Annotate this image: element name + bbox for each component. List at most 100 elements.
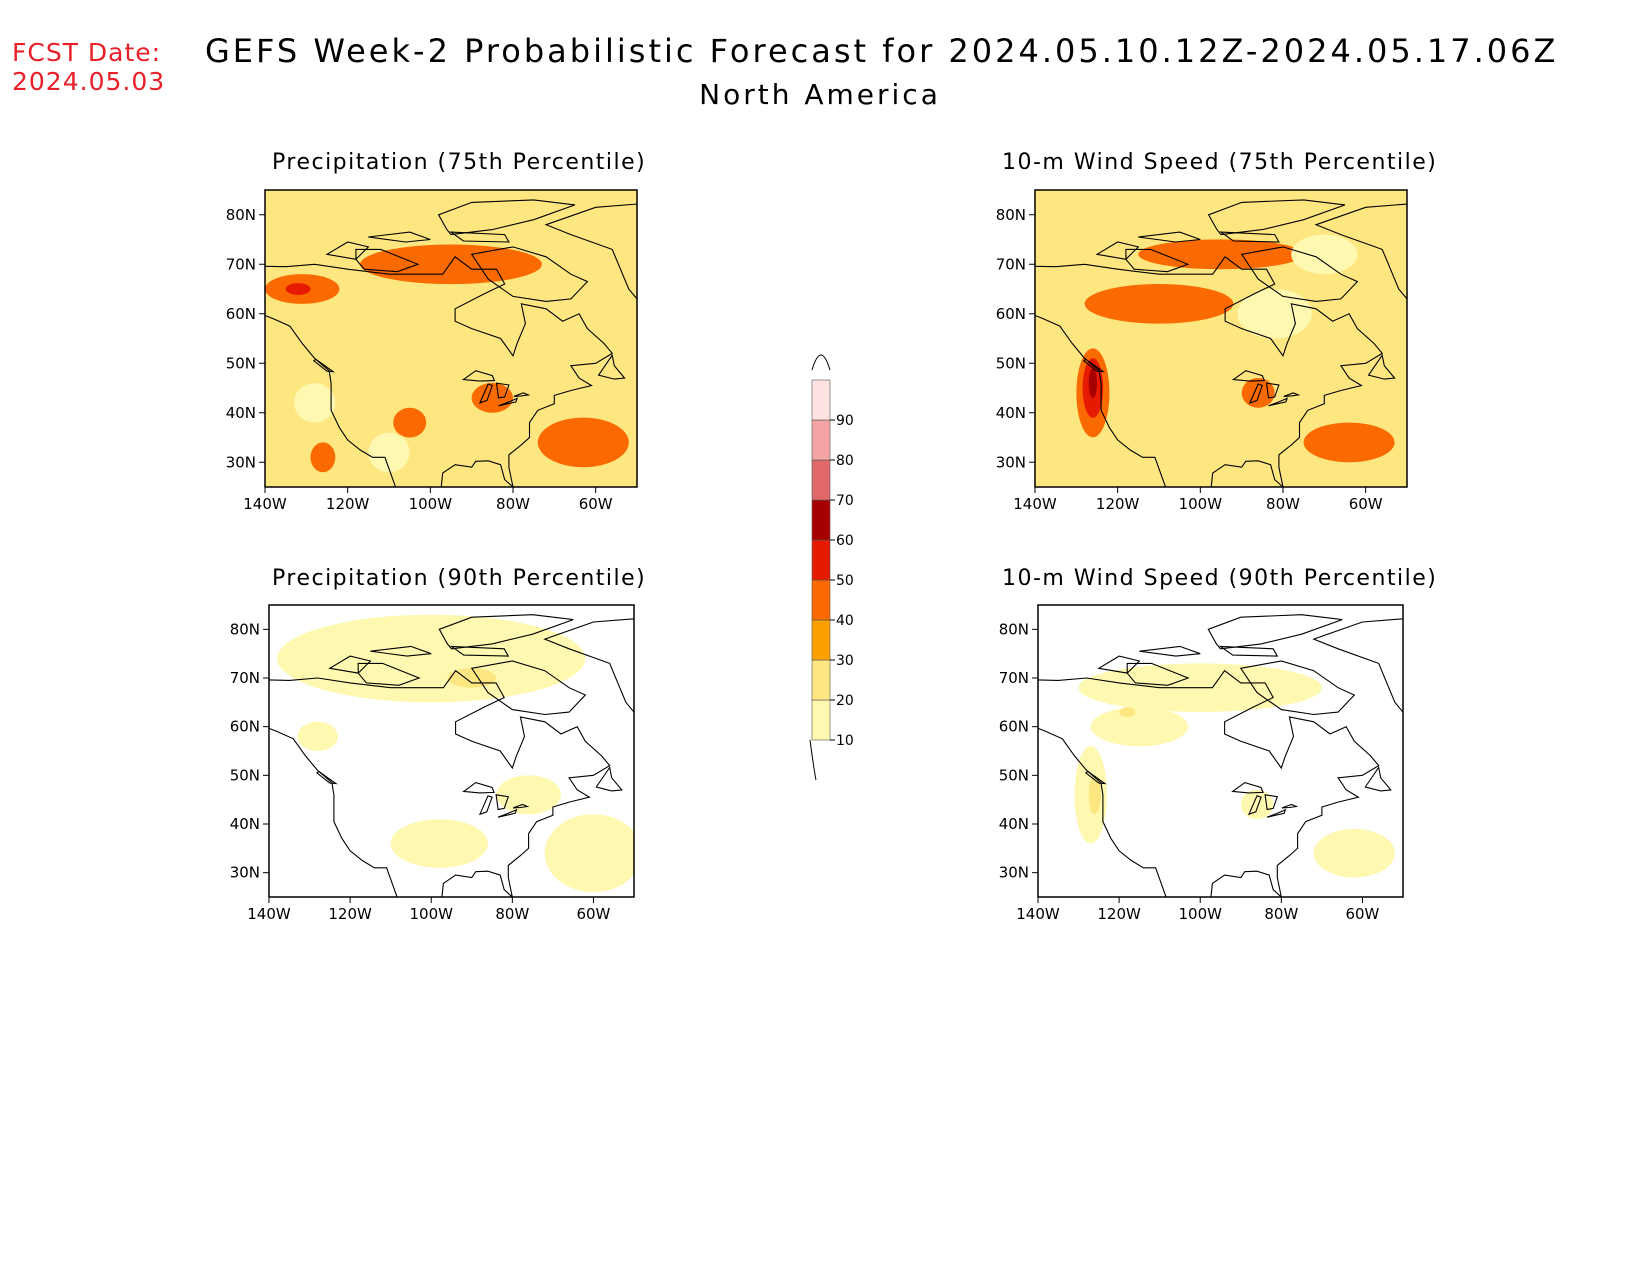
coastline	[315, 770, 338, 785]
coastline	[1207, 199, 1346, 236]
latitude-tick-label: 30N	[230, 864, 260, 882]
coastline	[449, 645, 510, 657]
coastline	[438, 614, 574, 650]
probability-region	[1240, 789, 1274, 820]
probability-region	[1119, 707, 1136, 717]
latitude-tick-label: 70N	[999, 669, 1029, 687]
probability-region	[544, 814, 634, 893]
longitude-tick-label: 80W	[1266, 495, 1300, 513]
probability-region	[1090, 707, 1189, 747]
longitude-tick-label: 100W	[1179, 495, 1223, 513]
probability-region	[537, 417, 629, 468]
legend-tick-label: 60	[836, 533, 854, 549]
coastline	[470, 660, 587, 716]
coastline	[512, 803, 530, 809]
coastline	[1084, 770, 1107, 785]
latitude-tick-label: 60N	[996, 305, 1026, 323]
probability-region	[1291, 234, 1358, 275]
latitude-tick-label: 60N	[226, 305, 256, 323]
longitude-tick-label: 120W	[1096, 495, 1140, 513]
panel-title-wind-90: 10-m Wind Speed (90th Percentile)	[1002, 566, 1438, 591]
coastline	[1097, 655, 1141, 674]
forecast-date-value: 2024.05.03	[12, 67, 166, 96]
coastline	[1312, 618, 1403, 713]
longitude-tick-label: 140W	[243, 495, 287, 513]
latitude-tick-label: 80N	[996, 206, 1026, 224]
coastline	[543, 618, 634, 713]
legend-swatch	[811, 659, 831, 701]
latitude-tick-label: 40N	[226, 404, 256, 422]
longitude-tick-label: 60W	[1345, 905, 1379, 923]
coastline	[328, 655, 372, 674]
coastline	[470, 246, 589, 302]
longitude-tick-label: 60W	[576, 905, 610, 923]
coastline	[325, 241, 370, 260]
legend-tick-label: 70	[836, 493, 854, 509]
legend-tick-label: 10	[836, 733, 854, 749]
coastline	[1139, 645, 1201, 657]
probability-region	[285, 283, 311, 295]
probability-region	[1313, 828, 1395, 878]
forecast-date: FCST Date: 2024.05.03	[12, 38, 165, 96]
panel-title-wind-75: 10-m Wind Speed (75th Percentile)	[1002, 150, 1438, 175]
legend-swatch	[811, 499, 831, 541]
coastline	[312, 358, 336, 373]
coastline	[1240, 246, 1359, 302]
page-title: GEFS Week-2 Probabilistic Forecast for 2…	[205, 32, 1559, 70]
probability-region	[277, 614, 586, 703]
coastline	[370, 645, 432, 657]
coastline	[1038, 669, 1380, 897]
probability-region	[368, 432, 410, 473]
coastline	[595, 766, 623, 792]
legend-tick-label: 30	[836, 653, 854, 669]
coastline	[1231, 781, 1264, 794]
coastline	[437, 199, 576, 236]
latitude-tick-label: 30N	[999, 864, 1029, 882]
coastline	[462, 781, 495, 794]
legend-swatch	[811, 699, 831, 741]
coastline	[1247, 795, 1262, 816]
longitude-tick-label: 80W	[1264, 905, 1298, 923]
probability-region	[390, 819, 488, 868]
coastline	[498, 397, 519, 407]
latitude-tick-label: 40N	[999, 815, 1029, 833]
legend-tick-label: 40	[836, 613, 854, 629]
coastline	[265, 256, 614, 487]
panel-title-precip-75: Precipitation (75th Percentile)	[272, 150, 647, 175]
latitude-tick-label: 50N	[230, 766, 260, 784]
coastline	[1283, 392, 1301, 397]
probability-region	[360, 244, 542, 285]
latitude-tick-label: 50N	[996, 354, 1026, 372]
longitude-tick-label: 100W	[409, 905, 453, 923]
probability-region	[1241, 378, 1275, 408]
coastline	[1035, 256, 1384, 487]
longitude-tick-label: 80W	[495, 905, 529, 923]
coastline	[1364, 766, 1392, 792]
probability-region	[1237, 289, 1312, 339]
longitude-tick-label: 80W	[496, 495, 530, 513]
legend-swatch	[811, 579, 831, 621]
probability-region	[310, 442, 336, 473]
legend-tick-label: 80	[836, 453, 854, 469]
probability-region	[471, 383, 513, 413]
longitude-tick-label: 60W	[579, 495, 613, 513]
coastline	[1367, 353, 1396, 380]
coastline	[1265, 382, 1280, 399]
coastline	[497, 808, 518, 818]
legend-swatch	[811, 459, 831, 501]
longitude-tick-label: 100W	[409, 495, 453, 513]
coastline	[478, 383, 494, 404]
longitude-tick-label: 120W	[326, 495, 370, 513]
coastline	[1138, 231, 1201, 243]
coastline	[1231, 370, 1266, 382]
probability-region	[1303, 422, 1395, 463]
probability-region	[297, 721, 338, 751]
latitude-tick-label: 40N	[230, 815, 260, 833]
latitude-tick-label: 30N	[226, 453, 256, 471]
probability-region	[393, 407, 427, 438]
coastline	[1264, 794, 1279, 811]
map-wind-75: 30N 40N 50N 60N 70N 80N 140W 120W 100W 80W 60W	[996, 189, 1408, 513]
longitude-tick-label: 100W	[1178, 905, 1222, 923]
coastline	[513, 392, 531, 397]
color-legend: 10 20 30 40 50 60 70 80 90	[809, 354, 854, 781]
